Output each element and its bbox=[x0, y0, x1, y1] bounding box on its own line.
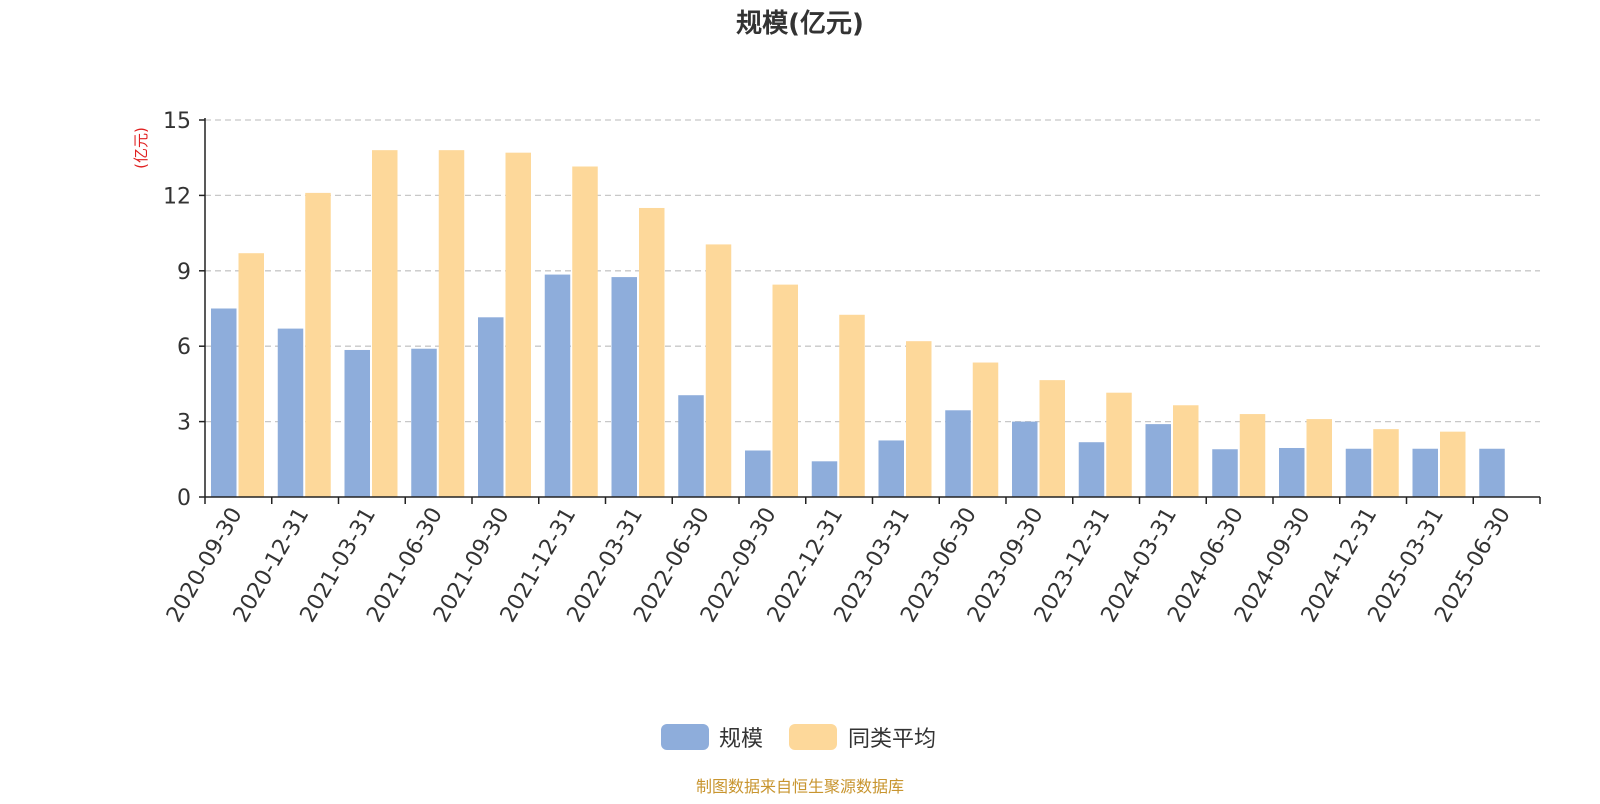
bar-series-1 bbox=[1440, 431, 1466, 497]
bar-series-0 bbox=[411, 348, 437, 497]
y-tick-label: 6 bbox=[177, 335, 191, 360]
bar-series-0 bbox=[544, 274, 571, 497]
y-tick-label: 0 bbox=[177, 486, 191, 511]
legend: 规模 同类平均 bbox=[661, 724, 936, 752]
bar-series-1 bbox=[906, 341, 932, 497]
bar-series-1 bbox=[1373, 429, 1399, 497]
bar-series-0 bbox=[811, 461, 838, 497]
y-tick-label: 3 bbox=[177, 411, 191, 436]
source-note: 制图数据来自恒生聚源数据库 bbox=[696, 777, 904, 796]
bar-series-0 bbox=[1078, 442, 1105, 497]
bar-series-1 bbox=[238, 253, 264, 497]
bar-series-0 bbox=[878, 440, 904, 497]
bar-series-0 bbox=[1479, 448, 1505, 497]
y-tick-label: 12 bbox=[163, 184, 191, 209]
bar-series-1 bbox=[1173, 405, 1199, 497]
chart-title: 规模(亿元) bbox=[736, 9, 864, 39]
y-tick-label: 9 bbox=[177, 260, 191, 285]
bar-series-0 bbox=[1279, 447, 1305, 497]
y-axis-unit-label: (亿元) bbox=[132, 127, 150, 169]
bar-series-1 bbox=[772, 284, 798, 497]
bar-series-1 bbox=[639, 207, 665, 497]
legend-label-series-1: 同类平均 bbox=[848, 727, 936, 752]
bar-series-0 bbox=[344, 349, 370, 497]
bar-series-0 bbox=[611, 277, 637, 497]
bars bbox=[211, 150, 1505, 498]
bar-series-0 bbox=[945, 410, 971, 497]
bar-series-1 bbox=[372, 150, 398, 497]
bar-series-1 bbox=[1039, 380, 1065, 497]
bar-series-0 bbox=[678, 395, 704, 497]
bar-series-0 bbox=[1345, 448, 1372, 497]
legend-label-series-0: 规模 bbox=[719, 727, 763, 752]
bar-series-1 bbox=[839, 314, 865, 497]
bar-series-1 bbox=[1106, 392, 1132, 497]
bar-series-0 bbox=[211, 308, 237, 497]
y-tick-label: 15 bbox=[163, 109, 191, 134]
bar-series-1 bbox=[572, 166, 598, 497]
bar-series-0 bbox=[1412, 448, 1438, 497]
bar-series-0 bbox=[478, 317, 504, 497]
grid-lines bbox=[205, 119, 1540, 423]
legend-swatch-series-0 bbox=[661, 724, 709, 750]
bar-series-0 bbox=[277, 328, 304, 497]
bar-series-1 bbox=[438, 150, 465, 497]
bar-series-0 bbox=[1212, 449, 1238, 497]
bar-series-0 bbox=[1145, 424, 1171, 497]
legend-item-series-0[interactable]: 规模 bbox=[661, 724, 763, 752]
bar-series-0 bbox=[745, 450, 771, 497]
bar-series-1 bbox=[1306, 419, 1332, 497]
bar-series-1 bbox=[305, 192, 331, 498]
bar-series-1 bbox=[505, 152, 531, 497]
bar-series-0 bbox=[1012, 421, 1038, 497]
legend-swatch-series-1 bbox=[789, 724, 837, 750]
bar-series-1 bbox=[705, 244, 732, 497]
legend-item-series-1[interactable]: 同类平均 bbox=[789, 724, 936, 752]
bar-series-1 bbox=[1239, 414, 1266, 497]
bar-series-1 bbox=[972, 362, 999, 497]
